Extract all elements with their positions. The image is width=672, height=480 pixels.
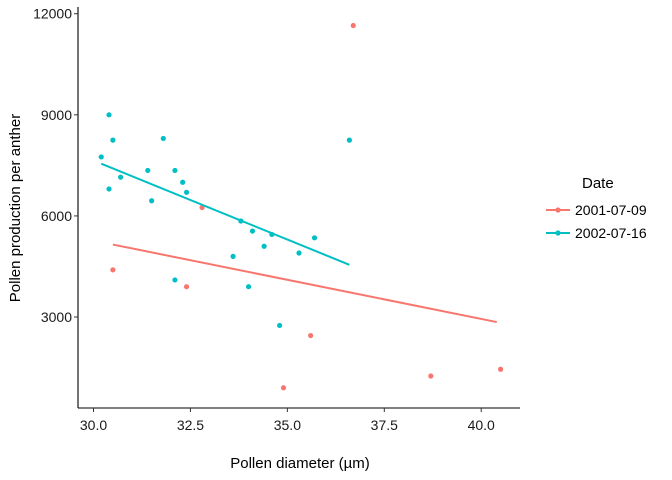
data-point [183,284,190,290]
fit-line-2002-07-16 [100,162,350,266]
data-point [183,189,190,195]
x-tick-label: 32.5 [177,417,204,433]
data-point [296,250,302,256]
legend-key-point [555,230,561,236]
legend-item-2002-07-16: 2002-07-16 [546,225,647,241]
data-point [350,22,356,29]
series-2001-07-09 [110,22,504,391]
legend: Date 2001-07-09 2002-07-16 [546,175,647,241]
legend-item-2001-07-09: 2001-07-09 [546,202,647,218]
data-point [308,332,314,339]
data-point [277,322,283,329]
y-tick-label: 12000 [33,6,72,22]
series-2002-07-16 [98,112,353,329]
y-tick-label: 9000 [41,107,72,123]
data-point [118,174,124,180]
data-point [98,154,104,160]
data-point [245,284,252,290]
data-point [110,137,116,143]
data-point [106,112,112,118]
data-point [230,253,236,259]
data-point [498,366,504,372]
data-point [110,267,116,273]
legend-title: Date [582,175,614,192]
plot-area [98,22,504,391]
data-point [172,277,178,283]
data-point [261,243,267,249]
data-point [249,228,256,234]
legend-key-point [555,207,561,213]
data-point [346,137,353,143]
data-point [311,235,318,241]
legend-label: 2001-07-09 [575,202,647,218]
y-axis: 3000 6000 9000 12000 [33,6,79,408]
y-axis-title: Pollen production per anther [7,114,24,302]
data-point [145,167,151,174]
x-tick-label: 30.0 [80,417,107,433]
data-point [149,198,155,204]
x-axis: 30.0 32.5 35.0 37.5 40.0 [78,407,520,433]
legend-label: 2002-07-16 [575,225,647,241]
x-tick-label: 37.5 [371,417,398,433]
data-point [238,218,244,224]
x-tick-label: 35.0 [274,417,301,433]
data-point [269,231,275,238]
data-point [172,167,178,174]
fit-line-2001-07-09 [112,243,497,324]
y-tick-label: 3000 [41,309,72,325]
data-point [160,135,166,142]
data-point [106,186,112,192]
data-point [428,373,434,379]
data-point [180,179,186,185]
x-axis-title: Pollen diameter (µm) [230,455,370,472]
y-tick-label: 6000 [41,208,72,224]
data-point [280,385,287,391]
x-tick-label: 40.0 [468,417,495,433]
